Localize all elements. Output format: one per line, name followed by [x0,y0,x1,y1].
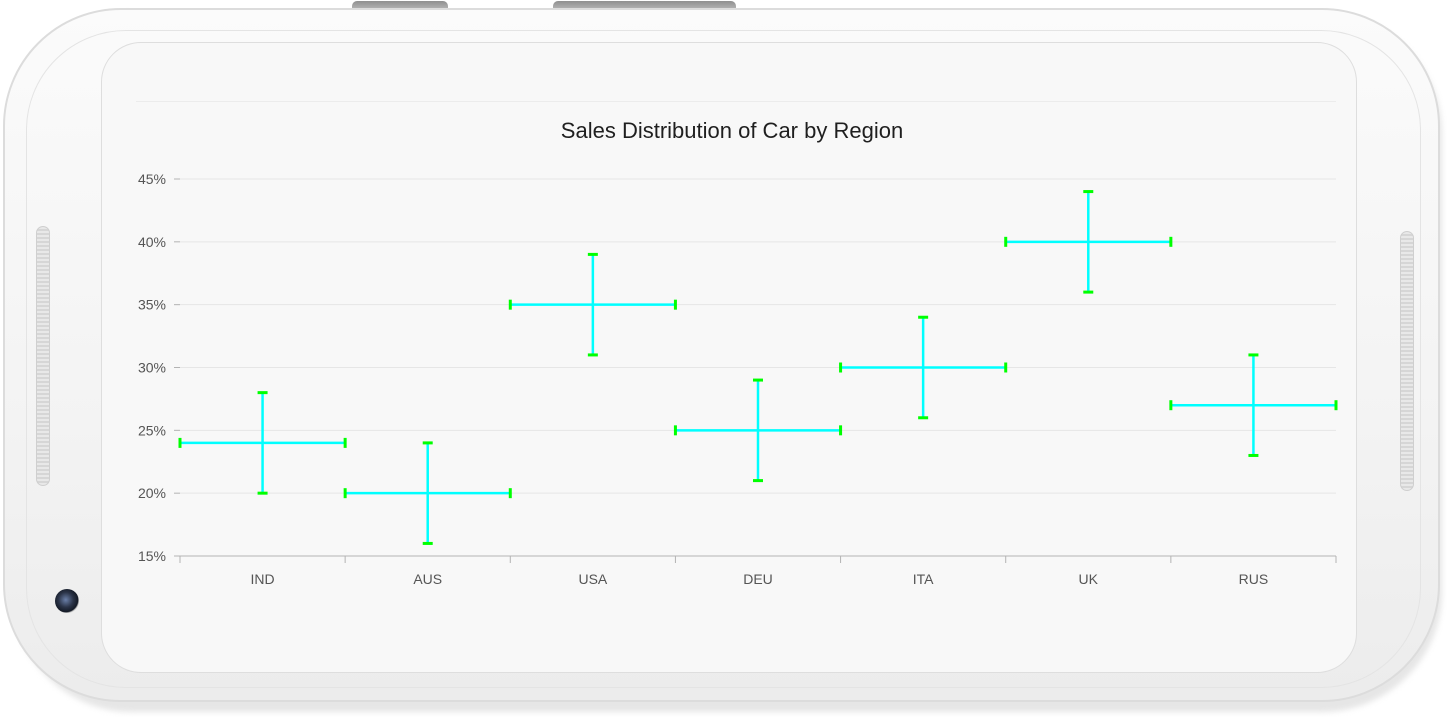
x-tick-label: RUS [1239,571,1269,587]
phone-inner-rim [26,30,1421,688]
volume-button [352,1,448,11]
axes [174,178,1337,563]
x-tick-label: ITA [913,571,934,587]
x-tick-label: IND [251,571,275,587]
x-tick-label: AUS [413,571,442,587]
header-divider [136,101,1336,102]
phone-screen: Sales Distribution of Car by Region 15% 2… [101,42,1357,673]
error-bar-chart: Sales Distribution of Car by Region 15% 2… [138,118,1338,587]
y-tick-label: 35% [138,297,166,313]
error-bar-point [508,252,677,357]
error-bar-point [1169,353,1338,457]
x-tick-label: USA [578,571,607,587]
y-tick-label: 40% [138,234,166,250]
y-tick-label: 30% [138,360,166,376]
power-button [553,1,736,11]
camera-icon [55,589,79,613]
x-tick-label: DEU [743,571,773,587]
error-bar-point [673,378,843,483]
speaker-grille-right [1400,231,1414,491]
error-bar-point [839,315,1008,420]
y-tick-label: 20% [138,485,166,501]
y-tick-label: 45% [138,171,166,187]
y-axis-tick-labels: 15% 20% 25% 30% 35% 40% 45% [138,171,166,564]
speaker-grille-left [36,226,50,486]
error-bar-point [343,441,512,545]
chart-title: Sales Distribution of Car by Region [561,118,903,143]
x-axis-tick-labels: IND AUS USA DEU ITA UK RUS [251,571,1269,587]
x-tick-label: UK [1079,571,1099,587]
error-bar-point [178,391,347,495]
error-bar-point [1004,190,1173,294]
y-tick-label: 25% [138,422,166,438]
y-tick-label: 15% [138,548,166,564]
error-bar-series [178,190,1338,545]
